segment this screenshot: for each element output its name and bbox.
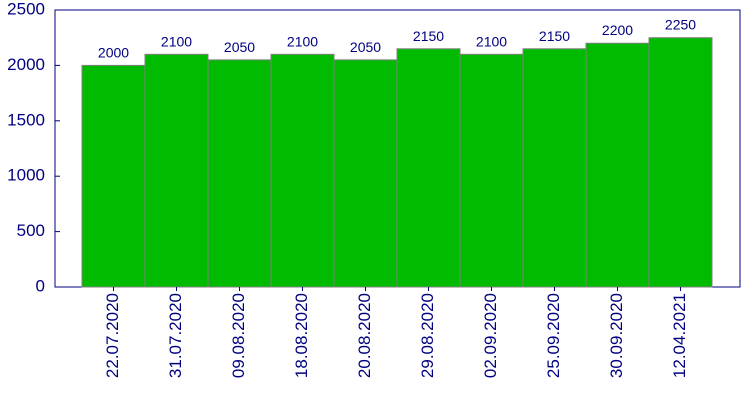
bar (648, 37, 713, 288)
x-tick-label: 29.08.2020 (418, 293, 437, 378)
x-tick-label: 31.07.2020 (166, 293, 185, 378)
x-tick-label: 20.08.2020 (355, 293, 374, 378)
value-label: 2050 (224, 39, 255, 55)
y-tick-label: 1000 (7, 166, 45, 185)
x-tick-label: 30.09.2020 (607, 293, 626, 378)
y-tick-label: 2500 (7, 0, 45, 18)
y-tick-label: 1500 (7, 110, 45, 129)
value-label: 2150 (539, 28, 570, 44)
bar (522, 48, 587, 288)
value-label: 2100 (161, 33, 192, 49)
x-tick-label: 12.04.2021 (670, 293, 689, 378)
x-tick-label: 09.08.2020 (229, 293, 248, 378)
x-tick-label: 18.08.2020 (292, 293, 311, 378)
bar (270, 53, 335, 288)
x-tick-label: 22.07.2020 (103, 293, 122, 378)
value-label: 2050 (350, 39, 381, 55)
y-tick-label: 500 (17, 221, 45, 240)
bar (207, 59, 272, 288)
bar (333, 59, 398, 288)
bar (396, 48, 461, 288)
y-tick-label: 0 (36, 276, 45, 295)
x-tick-label: 02.09.2020 (481, 293, 500, 378)
value-label: 2100 (476, 33, 507, 49)
x-tick-label: 25.09.2020 (544, 293, 563, 378)
value-label: 2000 (98, 44, 129, 60)
y-tick-label: 2000 (7, 55, 45, 74)
bar (585, 42, 650, 288)
value-label: 2250 (665, 17, 696, 33)
value-label: 2200 (602, 22, 633, 38)
value-label: 2100 (287, 33, 318, 49)
value-label: 2150 (413, 28, 444, 44)
bar (81, 64, 146, 288)
bar (459, 53, 524, 288)
bar (144, 53, 209, 288)
